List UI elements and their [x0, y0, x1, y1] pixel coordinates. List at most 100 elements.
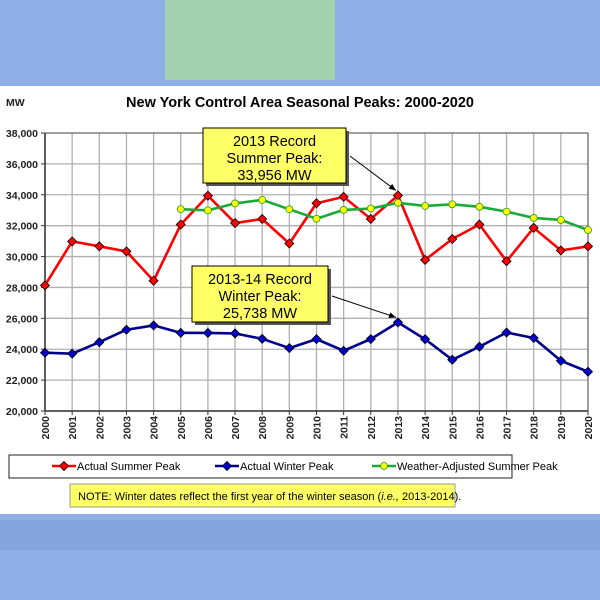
legend-label: Actual Summer Peak	[77, 461, 181, 473]
data-point	[67, 236, 78, 247]
chart-title: New York Control Area Seasonal Peaks: 20…	[126, 95, 474, 111]
y-axis-unit-label: MW	[6, 97, 25, 109]
data-point	[582, 241, 594, 252]
y-tick-label: 30,000	[6, 252, 38, 264]
data-point	[257, 333, 268, 344]
x-tick-label: 2008	[257, 416, 269, 440]
data-point	[365, 333, 376, 345]
callout-text: 33,956 MW	[237, 168, 311, 184]
data-point	[121, 246, 132, 257]
data-point	[148, 275, 159, 286]
data-point	[229, 328, 241, 339]
series-actual-winter-peak	[39, 317, 594, 377]
legend-box	[8, 454, 513, 479]
callout-arrow	[349, 155, 397, 191]
x-tick-label: 2010	[312, 416, 324, 440]
data-point	[311, 334, 322, 345]
x-tick-label: 2004	[149, 416, 161, 440]
data-point	[584, 226, 592, 234]
x-tick-label: 2018	[529, 416, 541, 440]
note-box: NOTE: Winter dates reflect the first yea…	[69, 483, 461, 508]
data-point	[394, 198, 402, 207]
data-point	[528, 332, 539, 344]
data-point	[475, 202, 484, 211]
data-point	[338, 191, 349, 202]
data-point	[175, 219, 186, 230]
data-point	[556, 216, 565, 224]
data-point	[311, 198, 322, 209]
data-point	[176, 205, 185, 214]
callout-arrow	[331, 295, 397, 319]
x-tick-label: 2019	[556, 416, 568, 440]
y-tick-label: 32,000	[6, 221, 38, 233]
series-weather-adjusted-summer-peak	[176, 195, 592, 234]
legend-label: Weather-Adjusted Summer Peak	[397, 461, 558, 473]
x-tick-label: 2020	[583, 416, 595, 440]
callout-text: Winter Peak:	[219, 289, 302, 305]
legend: Actual Summer Peak Actual Winter Peak Weat…	[8, 454, 558, 479]
data-point	[421, 201, 430, 210]
x-tick-label: 2006	[203, 416, 215, 440]
data-point	[202, 190, 213, 201]
data-point	[420, 254, 431, 265]
data-point	[67, 348, 78, 359]
data-point	[257, 213, 268, 225]
legend-item: Actual Summer Peak	[52, 460, 181, 473]
callout-text: Summer Peak:	[227, 151, 323, 167]
data-point	[501, 256, 512, 267]
y-tick-label: 26,000	[6, 313, 38, 325]
data-point	[148, 320, 159, 331]
data-point	[447, 354, 458, 365]
x-tick-label: 2013	[393, 416, 405, 440]
legend-marker	[58, 460, 70, 472]
note-text: NOTE: Winter dates reflect the first yea…	[78, 491, 461, 503]
x-tick-label: 2015	[447, 416, 459, 440]
callout-text: 2013-14 Record	[208, 272, 312, 288]
data-point	[175, 327, 186, 338]
data-point	[474, 341, 485, 352]
x-tick-label: 2003	[121, 416, 133, 440]
data-point	[365, 213, 376, 224]
data-point	[501, 327, 512, 338]
legend-marker	[380, 462, 388, 470]
y-tick-label: 36,000	[6, 159, 38, 171]
x-tick-label: 2005	[176, 416, 188, 440]
y-tick-label: 22,000	[6, 375, 38, 387]
data-point	[555, 355, 566, 366]
data-point	[258, 195, 267, 204]
data-point	[582, 366, 594, 377]
data-point	[284, 238, 295, 249]
x-tick-label: 2001	[67, 416, 79, 440]
x-tick-label: 2002	[94, 416, 106, 440]
legend-item: Actual Winter Peak	[215, 460, 334, 473]
data-point	[338, 345, 349, 356]
x-tick-label: 2009	[284, 416, 296, 440]
series-actual-summer-peak	[39, 190, 594, 291]
data-point	[39, 347, 51, 358]
data-point	[528, 222, 539, 233]
data-point	[447, 233, 458, 245]
series-line	[180, 198, 589, 232]
data-point	[312, 214, 321, 223]
y-tick-label: 24,000	[6, 344, 38, 356]
data-point	[231, 199, 239, 208]
callout-text: 25,738 MW	[223, 306, 297, 322]
x-tick-label: 2011	[339, 416, 351, 439]
y-tick-label: 28,000	[6, 282, 38, 294]
callout-box	[191, 265, 329, 323]
callout-text: 2013 Record	[233, 134, 316, 150]
legend-marker	[221, 460, 233, 472]
data-point	[285, 205, 294, 214]
blurred-background-band	[0, 520, 600, 550]
legend-label: Actual Winter Peak	[240, 461, 334, 473]
data-point	[366, 204, 375, 213]
y-tick-label: 38,000	[6, 128, 38, 140]
x-tick-label: 2016	[474, 416, 486, 440]
data-point	[94, 241, 105, 252]
data-point	[339, 206, 348, 214]
callout-box	[202, 127, 347, 184]
data-point	[392, 317, 404, 328]
x-tick-label: 2000	[40, 416, 52, 440]
